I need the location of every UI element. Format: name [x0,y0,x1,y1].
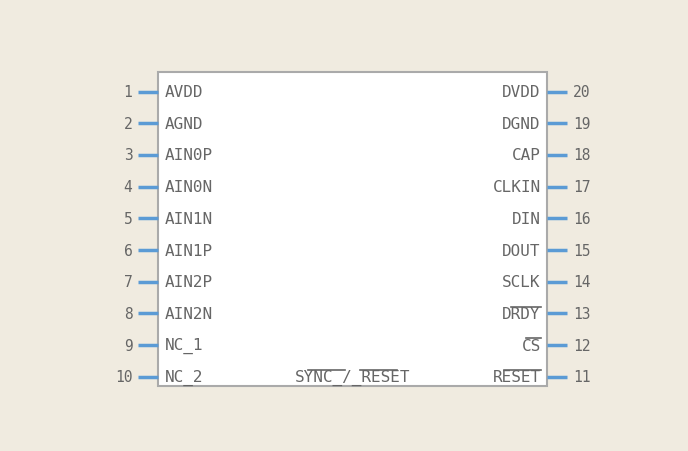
Text: 14: 14 [573,275,590,290]
Text: AIN2P: AIN2P [164,275,213,290]
Text: AIN2N: AIN2N [164,306,213,321]
Text: DOUT: DOUT [502,243,541,258]
Text: RESET: RESET [493,370,541,385]
Text: 17: 17 [573,180,590,195]
Text: 3: 3 [124,148,132,163]
Text: DVDD: DVDD [502,85,541,100]
Text: 16: 16 [573,212,590,226]
Text: AVDD: AVDD [164,85,203,100]
Text: 1: 1 [124,85,132,100]
Text: 19: 19 [573,116,590,131]
Text: CLKIN: CLKIN [493,180,541,195]
Text: 13: 13 [573,306,590,321]
Text: 5: 5 [124,212,132,226]
Text: 10: 10 [115,370,132,385]
Text: AIN0P: AIN0P [164,148,213,163]
Text: AIN0N: AIN0N [164,180,213,195]
Text: SYNC_/_RESET: SYNC_/_RESET [295,369,410,385]
Text: AGND: AGND [164,116,203,131]
Text: AIN1N: AIN1N [164,212,213,226]
Text: DGND: DGND [502,116,541,131]
Text: DIN: DIN [512,212,541,226]
Text: NC_2: NC_2 [164,369,203,385]
Text: AIN1P: AIN1P [164,243,213,258]
Text: 20: 20 [573,85,590,100]
Text: 8: 8 [124,306,132,321]
Text: 15: 15 [573,243,590,258]
Text: 18: 18 [573,148,590,163]
Text: 9: 9 [124,338,132,353]
Text: 11: 11 [573,370,590,385]
Text: DRDY: DRDY [502,306,541,321]
Text: 6: 6 [124,243,132,258]
Text: 2: 2 [124,116,132,131]
Text: 4: 4 [124,180,132,195]
Bar [158,73,547,386]
Text: 12: 12 [573,338,590,353]
Text: 7: 7 [124,275,132,290]
Text: CS: CS [522,338,541,353]
Text: SCLK: SCLK [502,275,541,290]
Text: NC_1: NC_1 [164,337,203,354]
Text: CAP: CAP [512,148,541,163]
